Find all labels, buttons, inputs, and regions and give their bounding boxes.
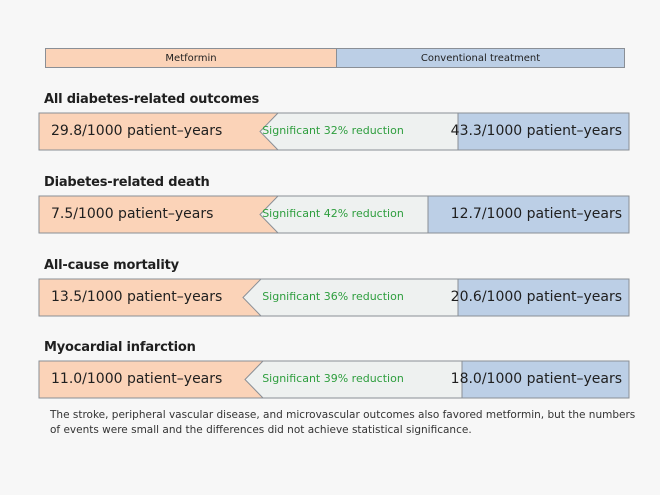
outcome-myocardial-infarction: Myocardial infarction 11.0/1000 patient–… bbox=[38, 340, 630, 402]
reduction-arrow bbox=[242, 278, 459, 317]
outcome-title: All diabetes-related outcomes bbox=[44, 92, 259, 107]
metformin-rate: 29.8/1000 patient–years bbox=[51, 123, 223, 139]
outcome-bar bbox=[38, 112, 630, 151]
reduction-label: Significant 39% reduction bbox=[262, 372, 404, 385]
outcome-bar bbox=[38, 195, 630, 234]
reduction-arrow bbox=[244, 360, 463, 399]
legend: Metformin Conventional treatment bbox=[45, 48, 625, 68]
metformin-rate: 13.5/1000 patient–years bbox=[51, 289, 223, 305]
reduction-arrow bbox=[259, 112, 459, 151]
outcome-all-cause-mortality: All-cause mortality 13.5/1000 patient–ye… bbox=[38, 258, 630, 320]
reduction-label: Significant 32% reduction bbox=[262, 124, 404, 137]
outcome-bar bbox=[38, 360, 630, 399]
conventional-rate: 12.7/1000 patient–years bbox=[450, 206, 622, 222]
legend-conventional: Conventional treatment bbox=[337, 49, 624, 67]
outcome-all-diabetes-related: All diabetes-related outcomes 29.8/1000 … bbox=[38, 92, 630, 154]
metformin-rate: 11.0/1000 patient–years bbox=[51, 371, 223, 387]
outcome-title: Diabetes-related death bbox=[44, 175, 210, 190]
reduction-label: Significant 36% reduction bbox=[262, 290, 404, 303]
reduction-label: Significant 42% reduction bbox=[262, 207, 404, 220]
outcome-title: Myocardial infarction bbox=[44, 340, 196, 355]
reduction-arrow bbox=[259, 195, 429, 234]
legend-metformin: Metformin bbox=[46, 49, 337, 67]
conventional-rate: 43.3/1000 patient–years bbox=[450, 123, 622, 139]
footnote: The stroke, peripheral vascular disease,… bbox=[50, 409, 636, 436]
metformin-rate: 7.5/1000 patient–years bbox=[51, 206, 214, 222]
outcome-bar bbox=[38, 278, 630, 317]
conventional-rate: 18.0/1000 patient–years bbox=[450, 371, 622, 387]
conventional-rate: 20.6/1000 patient–years bbox=[450, 289, 622, 305]
outcome-title: All-cause mortality bbox=[44, 258, 179, 273]
outcome-diabetes-related-death: Diabetes-related death 7.5/1000 patient–… bbox=[38, 175, 630, 237]
